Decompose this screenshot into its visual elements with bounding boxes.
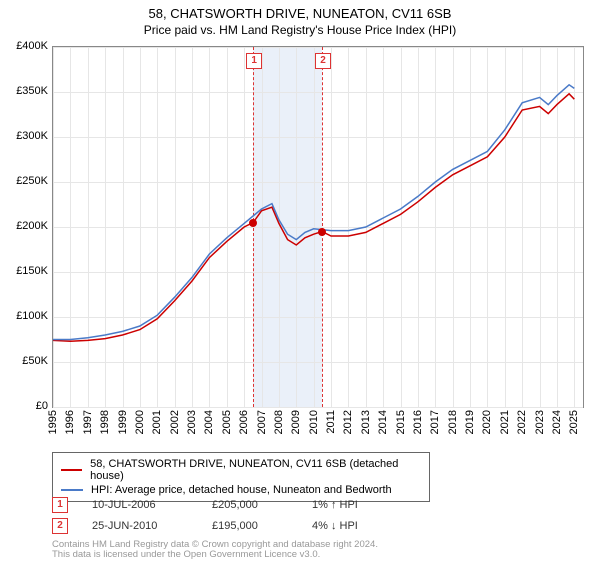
y-axis-label: £200K (4, 220, 48, 232)
chart-subtitle: Price paid vs. HM Land Registry's House … (0, 21, 600, 41)
x-axis-label: 2022 (516, 410, 528, 434)
chart-title: 58, CHATSWORTH DRIVE, NUNEATON, CV11 6SB (0, 0, 600, 21)
x-axis-label: 2013 (360, 410, 372, 434)
sale-date: 25-JUN-2010 (92, 520, 212, 532)
x-axis-label: 2019 (464, 410, 476, 434)
y-axis-label: £350K (4, 85, 48, 97)
x-axis-label: 2003 (186, 410, 198, 434)
x-axis-label: 2011 (325, 410, 337, 434)
x-axis-label: 2006 (238, 410, 250, 434)
x-axis-label: 2012 (342, 410, 354, 434)
plot-area: 12 (52, 46, 584, 408)
x-axis-label: 2008 (273, 410, 285, 434)
sale-marker-icon: 2 (52, 518, 68, 534)
x-axis-label: 2023 (534, 410, 546, 434)
x-axis-label: 2007 (256, 410, 268, 434)
sale-price: £195,000 (212, 520, 312, 532)
footer-line: Contains HM Land Registry data © Crown c… (52, 539, 378, 550)
sale-date: 10-JUL-2006 (92, 499, 212, 511)
x-axis-label: 1999 (117, 410, 129, 434)
x-axis-label: 2024 (551, 410, 563, 434)
x-axis-label: 2016 (412, 410, 424, 434)
x-axis-label: 1997 (82, 410, 94, 434)
x-axis-label: 2020 (481, 410, 493, 434)
legend-box: 58, CHATSWORTH DRIVE, NUNEATON, CV11 6SB… (52, 452, 430, 502)
sale-row: 1 10-JUL-2006 £205,000 1% ↑ HPI (52, 497, 358, 513)
x-axis-label: 2018 (447, 410, 459, 434)
x-axis-label: 2002 (169, 410, 181, 434)
x-axis-label: 2021 (499, 410, 511, 434)
sale-delta: 1% ↑ HPI (312, 499, 358, 511)
sale-delta: 4% ↓ HPI (312, 520, 358, 532)
x-axis-label: 2001 (151, 410, 163, 434)
x-axis-label: 2010 (308, 410, 320, 434)
sale-marker-icon: 1 (52, 497, 68, 513)
y-axis-label: £0 (4, 400, 48, 412)
y-axis-label: £300K (4, 130, 48, 142)
x-axis-label: 2017 (429, 410, 441, 434)
x-axis-label: 1995 (47, 410, 59, 434)
legend-row: HPI: Average price, detached house, Nune… (61, 483, 421, 497)
x-axis-label: 2005 (221, 410, 233, 434)
sale-price: £205,000 (212, 499, 312, 511)
x-axis-label: 2004 (203, 410, 215, 434)
legend-label: HPI: Average price, detached house, Nune… (91, 484, 392, 496)
y-axis-label: £100K (4, 310, 48, 322)
x-axis-label: 2015 (395, 410, 407, 434)
legend-row: 58, CHATSWORTH DRIVE, NUNEATON, CV11 6SB… (61, 457, 421, 483)
x-axis-label: 2009 (290, 410, 302, 434)
y-axis-label: £150K (4, 265, 48, 277)
x-axis-label: 1998 (99, 410, 111, 434)
legend-swatch-icon (61, 489, 83, 491)
y-axis-label: £400K (4, 40, 48, 52)
x-axis-label: 2000 (134, 410, 146, 434)
sale-row: 2 25-JUN-2010 £195,000 4% ↓ HPI (52, 518, 358, 534)
legend-label: 58, CHATSWORTH DRIVE, NUNEATON, CV11 6SB… (90, 458, 421, 482)
x-axis-label: 2025 (568, 410, 580, 434)
legend-swatch-icon (61, 469, 82, 471)
x-axis-label: 2014 (377, 410, 389, 434)
chart-container: 58, CHATSWORTH DRIVE, NUNEATON, CV11 6SB… (0, 0, 600, 560)
y-axis-label: £250K (4, 175, 48, 187)
x-axis-label: 1996 (64, 410, 76, 434)
y-axis-label: £50K (4, 355, 48, 367)
footer-line: This data is licensed under the Open Gov… (52, 549, 320, 560)
footer-text: Contains HM Land Registry data © Crown c… (52, 540, 378, 561)
